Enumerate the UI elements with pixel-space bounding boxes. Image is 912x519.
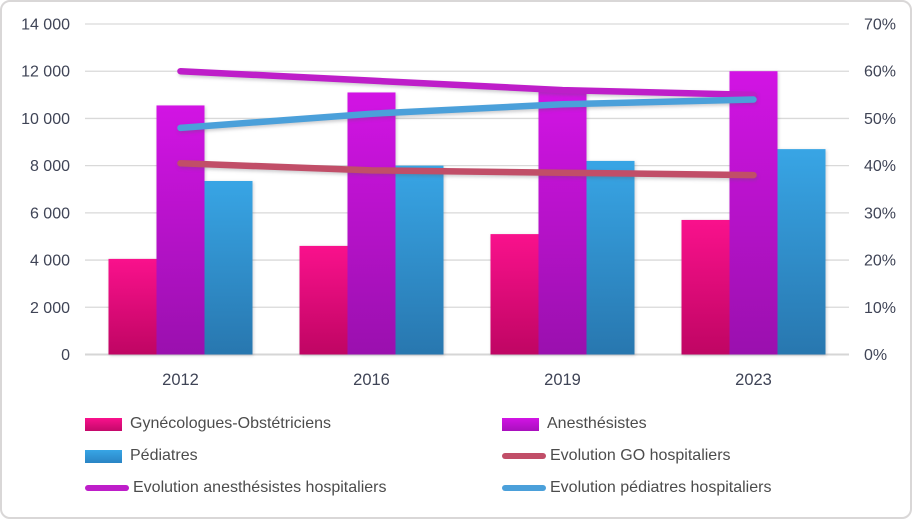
left-axis-tick: 12 000 xyxy=(21,64,70,81)
category-axis: 2012 2016 2019 2023 xyxy=(162,371,772,389)
line-evolution-pediatres-hospitaliers xyxy=(177,96,757,132)
right-axis-tick: 50% xyxy=(864,111,896,128)
right-axis-tick: 10% xyxy=(864,300,896,317)
line-evolution-anesthesistes-hospitaliers xyxy=(177,67,757,99)
category-label-2016: 2016 xyxy=(353,371,390,389)
bar-gynecologues-obstetriciens-2012 xyxy=(108,258,157,355)
legend-label: Gynécologues-Obstétriciens xyxy=(130,415,331,432)
right-axis-tick: 70% xyxy=(864,17,896,34)
legend-label: Evolution GO hospitaliers xyxy=(550,447,731,464)
left-axis-tick: 6 000 xyxy=(30,205,70,222)
legend-label: Pédiatres xyxy=(130,447,198,464)
gridlines: 0 0% 2 000 10% 4 000 20% 6 000 30% 8 000 40% 10 00… xyxy=(21,17,896,365)
bar-anesthesistes-2023 xyxy=(729,71,778,355)
left-axis-tick: 0 xyxy=(61,347,70,364)
category-label-2012: 2012 xyxy=(162,371,199,389)
legend-bar-swatch-icon xyxy=(85,417,122,431)
legend-item-evolution-pediatres-hospitaliers: Evolution pédiatres hospitaliers xyxy=(502,479,875,497)
left-axis-tick: 10 000 xyxy=(21,111,70,128)
bar-anesthesistes-2016 xyxy=(347,92,396,355)
left-axis-tick: 4 000 xyxy=(30,253,70,270)
legend-line-swatch-icon xyxy=(502,453,546,459)
right-axis-tick: 20% xyxy=(864,253,896,270)
bar-gynecologues-obstetriciens-2023 xyxy=(681,219,730,355)
line-series-group xyxy=(177,67,757,179)
bar-pediatres-2012 xyxy=(204,180,253,355)
left-axis-tick: 2 000 xyxy=(30,300,70,317)
category-label-2019: 2019 xyxy=(544,371,581,389)
right-axis-tick: 40% xyxy=(864,158,896,175)
bar-pediatres-2016 xyxy=(395,165,444,355)
left-axis-tick: 14 000 xyxy=(21,17,70,34)
bar-anesthesistes-2019 xyxy=(538,91,587,355)
legend-item-gynecologues-obstetriciens: Gynécologues-Obstétriciens xyxy=(85,415,502,433)
bar-gynecologues-obstetriciens-2019 xyxy=(490,234,539,355)
left-axis-tick: 8 000 xyxy=(30,158,70,175)
category-label-2023: 2023 xyxy=(735,371,772,389)
legend-label: Anesthésistes xyxy=(547,415,647,432)
legend-item-anesthesistes: Anesthésistes xyxy=(502,415,875,433)
bar-anesthesistes-2012 xyxy=(156,105,205,355)
legend-line-swatch-icon xyxy=(85,485,129,491)
line-evolution-go-hospitaliers xyxy=(177,160,757,179)
legend-label: Evolution anesthésistes hospitaliers xyxy=(133,479,387,496)
legend-label: Evolution pédiatres hospitaliers xyxy=(550,479,772,496)
bar-pediatres-2019 xyxy=(586,160,635,355)
legend-item-evolution-anesthesistes-hospitaliers: Evolution anesthésistes hospitaliers xyxy=(85,479,502,497)
legend-line-swatch-icon xyxy=(502,485,546,491)
bar-gynecologues-obstetriciens-2016 xyxy=(299,245,348,355)
legend-bar-swatch-icon xyxy=(502,417,539,431)
bar-series-group xyxy=(108,71,826,355)
combo-chart: 0 0% 2 000 10% 4 000 20% 6 000 30% 8 000 40% 10 00… xyxy=(21,17,896,390)
right-axis-tick: 0% xyxy=(864,347,887,364)
legend-item-pediatres: Pédiatres xyxy=(85,447,502,465)
chart-legend: Gynécologues-Obstétriciens Anesthésistes P… xyxy=(85,408,875,504)
right-axis-tick: 30% xyxy=(864,205,896,222)
bar-pediatres-2023 xyxy=(777,149,826,355)
legend-bar-swatch-icon xyxy=(85,449,122,463)
right-axis-tick: 60% xyxy=(864,64,896,81)
legend-item-evolution-go-hospitaliers: Evolution GO hospitaliers xyxy=(502,447,875,465)
